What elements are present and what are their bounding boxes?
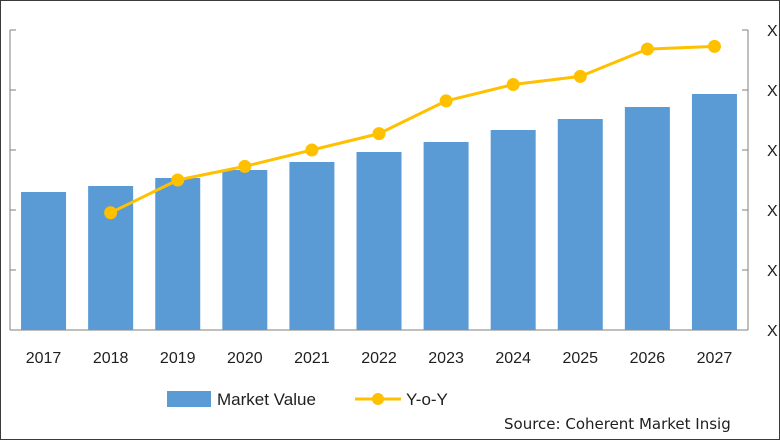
bar — [155, 178, 201, 330]
yoy-point — [573, 69, 587, 83]
legend-swatch-marker — [372, 393, 384, 405]
right-y-axis — [742, 29, 749, 331]
x-tick-label: 2027 — [697, 350, 733, 367]
bar — [691, 94, 737, 330]
yoy-point — [439, 94, 453, 108]
legend-swatch-bar — [167, 391, 211, 407]
yoy-line — [109, 44, 715, 215]
bar — [423, 142, 469, 330]
bar-series — [21, 94, 737, 330]
yoy-point — [305, 143, 319, 157]
right-tick-label: X — [767, 23, 778, 40]
x-tick-label: 2021 — [294, 350, 330, 367]
right-tick-label: X — [767, 143, 778, 160]
yoy-point — [104, 206, 118, 220]
bar — [289, 162, 335, 330]
yoy-point — [238, 159, 252, 173]
bar — [557, 119, 603, 330]
bar — [490, 130, 536, 330]
yoy-point — [372, 127, 386, 141]
yoy-point — [640, 42, 654, 56]
x-tick-label: 2023 — [428, 350, 464, 367]
bar — [21, 192, 67, 330]
x-tick-label: 2024 — [495, 350, 531, 367]
right-tick-label: X — [767, 263, 778, 280]
yoy-point — [171, 173, 185, 187]
x-tick-label: 2019 — [160, 350, 196, 367]
x-tick-label: 2025 — [562, 350, 598, 367]
bar — [624, 107, 670, 330]
legend-label-yoy: Y-o-Y — [406, 390, 448, 409]
legend-label-market-value: Market Value — [217, 390, 316, 409]
right-tick-label: X — [767, 83, 778, 100]
left-y-axis — [9, 29, 16, 331]
yoy-point — [707, 39, 721, 53]
bar — [356, 152, 402, 330]
right-tick-labels: X X X X X X — [767, 23, 778, 340]
source-note: Source: Coherent Market Insig — [504, 415, 731, 433]
bar — [222, 170, 268, 330]
legend: Market Value Y-o-Y — [167, 390, 448, 409]
right-tick-label: X — [767, 323, 778, 340]
yoy-point — [506, 78, 520, 92]
line-series — [104, 39, 721, 220]
x-tick-label: 2020 — [227, 350, 263, 367]
x-tick-labels: 2017 2018 2019 2020 2021 2022 2023 2024 2025 2026… — [26, 350, 733, 367]
x-tick-label: 2022 — [361, 350, 397, 367]
right-tick-label: X — [767, 203, 778, 220]
x-tick-label: 2017 — [26, 350, 62, 367]
x-tick-label: 2018 — [93, 350, 129, 367]
x-tick-label: 2026 — [630, 350, 666, 367]
